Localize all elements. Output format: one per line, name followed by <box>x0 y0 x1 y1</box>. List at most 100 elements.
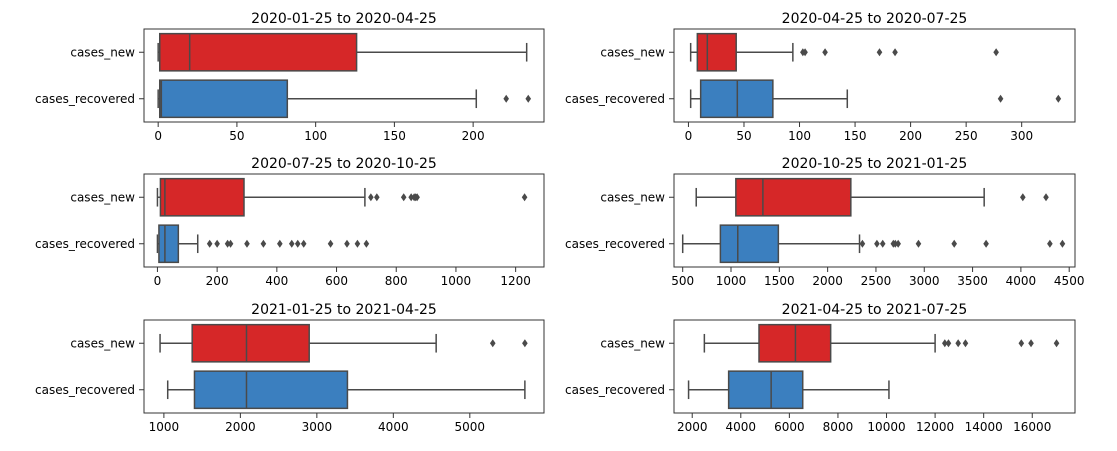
x-tick-label: 12000 <box>916 420 954 434</box>
y-tick-label: cases_recovered <box>35 237 135 251</box>
panel-6: 2021-04-25 to 2021-07-25 cases_new cases_r… <box>565 302 1076 434</box>
panel-1: 2020-01-25 to 2020-04-25 cases_new cases_r… <box>35 11 545 143</box>
x-tick-label: 600 <box>325 274 348 288</box>
x-tick-label: 1000 <box>441 274 472 288</box>
outlier-point <box>951 239 958 248</box>
outlier-point <box>206 239 213 248</box>
x-tick-label: 500 <box>671 274 694 288</box>
outlier-point <box>300 239 307 248</box>
x-tick-label: 2000 <box>812 274 843 288</box>
outlier-point <box>874 239 880 248</box>
outlier-point <box>489 339 496 348</box>
x-tick-label: 8000 <box>823 420 854 434</box>
box-cases_new <box>689 32 999 72</box>
x-tick-label: 6000 <box>774 420 805 434</box>
outlier-point <box>876 48 883 57</box>
outlier-point <box>374 193 380 202</box>
outlier-point <box>962 339 969 348</box>
x-tick-label: 4000 <box>726 420 757 434</box>
outlier-point <box>277 239 283 248</box>
y-tick-label: cases_new <box>70 45 135 59</box>
box-cases_new <box>157 32 528 72</box>
box-cases_recovered <box>157 79 532 119</box>
x-tick-label: 400 <box>265 274 288 288</box>
outlier-point <box>408 193 414 202</box>
y-tick-label: cases_new <box>70 336 135 350</box>
x-tick-label: 250 <box>955 129 978 143</box>
outlier-point <box>294 239 301 248</box>
outlier-point <box>503 94 510 103</box>
panel-title: 2020-04-25 to 2020-07-25 <box>782 11 968 27</box>
outlier-point <box>983 239 989 248</box>
box-cases_new <box>695 177 1049 217</box>
box-cases_recovered <box>681 224 1066 264</box>
outlier-point <box>997 94 1004 103</box>
x-tick-label: 1200 <box>500 274 531 288</box>
box-cases_recovered <box>166 370 526 410</box>
x-tick-label: 2500 <box>861 274 892 288</box>
axes-frame <box>143 28 545 123</box>
x-tick-label: 16000 <box>1013 420 1051 434</box>
y-tick-label: cases_recovered <box>35 383 135 397</box>
x-tick-label: 5000 <box>455 420 486 434</box>
box-cases_new <box>156 177 528 217</box>
iqr-box <box>158 32 358 72</box>
y-tick-label: cases_new <box>70 190 135 204</box>
x-tick-label: 3000 <box>302 420 333 434</box>
x-tick-label: 300 <box>1010 129 1033 143</box>
x-tick-label: 100 <box>304 129 327 143</box>
x-tick-label: 800 <box>385 274 408 288</box>
y-tick-label: cases_new <box>600 45 665 59</box>
outlier-point <box>224 239 231 248</box>
outlier-point <box>892 239 899 248</box>
outlier-point <box>915 239 922 248</box>
panel-5: 2021-01-25 to 2021-04-25 cases_new cases_r… <box>35 302 545 434</box>
outlier-point <box>522 339 528 348</box>
axes-frame <box>673 28 1076 123</box>
panel-title: 2020-07-25 to 2020-10-25 <box>251 156 437 172</box>
x-tick-label: 0 <box>154 129 162 143</box>
panel-3: 2020-07-25 to 2020-10-25 cases_new cases_r… <box>35 156 545 288</box>
outlier-point <box>354 239 361 248</box>
iqr-box <box>696 32 737 72</box>
x-tick-label: 4500 <box>1054 274 1085 288</box>
outlier-point <box>1018 339 1025 348</box>
outlier-point <box>1055 94 1062 103</box>
panel-title: 2021-01-25 to 2021-04-25 <box>251 302 437 318</box>
outlier-point <box>414 193 420 202</box>
box-cases_recovered <box>156 224 370 264</box>
panel-title: 2021-04-25 to 2021-07-25 <box>782 302 968 318</box>
outlier-point <box>214 239 220 248</box>
outlier-point <box>344 239 350 248</box>
x-tick-label: 150 <box>844 129 867 143</box>
outlier-point <box>227 239 234 248</box>
y-tick-label: cases_new <box>600 190 665 204</box>
x-tick-label: 0 <box>154 274 162 288</box>
x-tick-label: 200 <box>206 274 229 288</box>
iqr-box <box>158 224 180 264</box>
outlier-point <box>822 48 828 57</box>
box-cases_new <box>159 323 528 363</box>
outlier-point <box>368 193 374 202</box>
iqr-box <box>727 370 804 410</box>
outlier-point <box>1043 193 1049 202</box>
x-tick-label: 200 <box>899 129 922 143</box>
y-tick-label: cases_recovered <box>565 383 665 397</box>
y-tick-label: cases_new <box>600 336 665 350</box>
outlier-point <box>260 239 267 248</box>
x-tick-label: 150 <box>383 129 406 143</box>
outlier-point <box>1020 193 1026 202</box>
outlier-point <box>942 339 948 348</box>
outlier-point <box>525 94 532 103</box>
outlier-point <box>1053 339 1060 348</box>
outlier-point <box>327 239 334 248</box>
x-tick-label: 50 <box>229 129 244 143</box>
x-tick-label: 4000 <box>1006 274 1037 288</box>
panel-4: 2020-10-25 to 2021-01-25 cases_new cases_r… <box>565 156 1084 288</box>
x-tick-label: 1500 <box>764 274 795 288</box>
y-tick-label: cases_recovered <box>35 92 135 106</box>
outlier-point <box>859 239 866 248</box>
x-tick-label: 14000 <box>965 420 1003 434</box>
